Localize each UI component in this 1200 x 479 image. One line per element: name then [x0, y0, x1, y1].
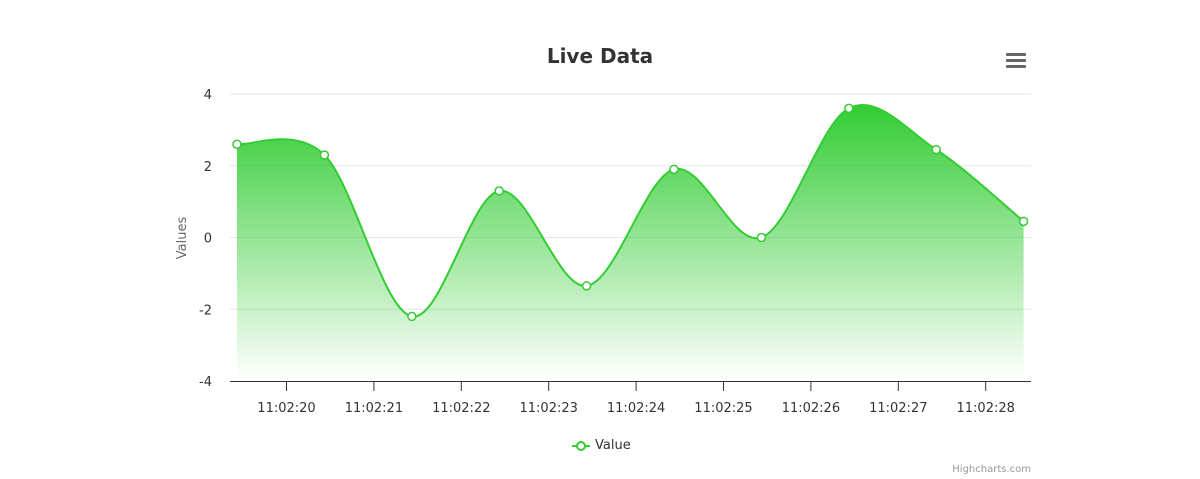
- legend-item-value[interactable]: Value: [572, 438, 631, 453]
- x-tick-label: 11:02:27: [869, 401, 927, 416]
- data-point[interactable]: [669, 164, 679, 175]
- x-tick-label: 11:02:26: [782, 401, 840, 416]
- data-point[interactable]: [407, 311, 417, 322]
- x-tick-label: 11:02:21: [345, 401, 403, 416]
- data-point[interactable]: [581, 281, 592, 291]
- y-tick-label: 4: [204, 88, 212, 103]
- data-point[interactable]: [319, 150, 330, 160]
- data-point[interactable]: [756, 232, 767, 243]
- hamburger-icon[interactable]: [1004, 50, 1028, 70]
- chart-title: Live Data: [546, 44, 654, 68]
- y-axis-title: Values: [175, 217, 190, 260]
- data-point[interactable]: [844, 103, 854, 114]
- x-tick-label: 11:02:24: [607, 401, 665, 416]
- y-tick-label: -2: [199, 303, 212, 318]
- x-tick-label: 11:02:28: [957, 401, 1015, 416]
- series-line: [236, 104, 1025, 318]
- credits-link[interactable]: Highcharts.com: [952, 464, 1031, 475]
- x-tick-label: 11:02:23: [520, 401, 578, 416]
- x-tick-label: 11:02:25: [694, 401, 752, 416]
- y-tick-label: 2: [204, 160, 212, 175]
- x-tick-label: 11:02:22: [432, 401, 490, 416]
- data-point[interactable]: [494, 186, 504, 196]
- data-point[interactable]: [931, 144, 941, 155]
- area-fill: [237, 105, 1024, 381]
- x-tick-label: 11:02:20: [257, 401, 315, 416]
- y-tick-label: -4: [199, 375, 212, 390]
- legend-label: Value: [595, 438, 631, 453]
- data-point[interactable]: [1018, 216, 1029, 227]
- data-point[interactable]: [232, 139, 242, 149]
- legend-marker-icon: [572, 440, 590, 451]
- y-tick-label: 0: [204, 232, 212, 247]
